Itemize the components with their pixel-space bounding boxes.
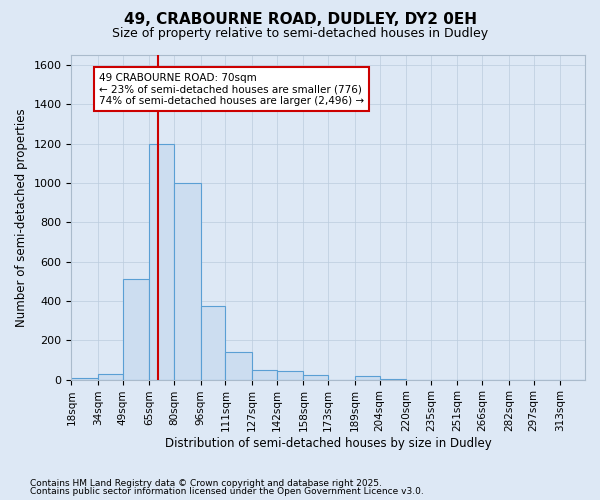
Bar (277, 370, 304, 380)
Bar (226, 352, 252, 380)
Bar (123, 280, 149, 380)
X-axis label: Distribution of semi-detached houses by size in Dudley: Distribution of semi-detached houses by … (165, 437, 491, 450)
Text: 49, CRABOURNE ROAD, DUDLEY, DY2 0EH: 49, CRABOURNE ROAD, DUDLEY, DY2 0EH (124, 12, 476, 28)
Text: 49 CRABOURNE ROAD: 70sqm
← 23% of semi-detached houses are smaller (776)
74% of : 49 CRABOURNE ROAD: 70sqm ← 23% of semi-d… (99, 72, 364, 106)
Bar (71, 378, 98, 380)
Bar (200, 306, 226, 380)
Text: Contains public sector information licensed under the Open Government Licence v3: Contains public sector information licen… (30, 487, 424, 496)
Bar (252, 370, 277, 380)
Bar (149, 144, 174, 380)
Y-axis label: Number of semi-detached properties: Number of semi-detached properties (15, 108, 28, 326)
Bar (355, 376, 380, 380)
Bar (380, 378, 406, 380)
Text: Size of property relative to semi-detached houses in Dudley: Size of property relative to semi-detach… (112, 28, 488, 40)
Bar (304, 374, 328, 380)
Bar (98, 374, 123, 380)
Text: Contains HM Land Registry data © Crown copyright and database right 2025.: Contains HM Land Registry data © Crown c… (30, 478, 382, 488)
Bar (174, 183, 200, 380)
